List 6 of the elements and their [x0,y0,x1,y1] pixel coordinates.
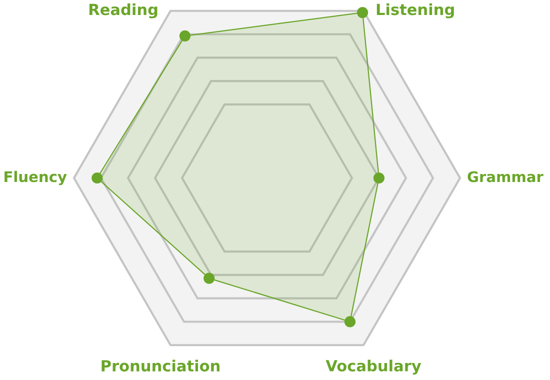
spoke-label: Reading [89,3,158,18]
spoke-label: Vocabulary [326,360,422,375]
spoke-label: Grammar [468,171,544,182]
spoke-label: Fluency [4,170,67,186]
spoke-label: Listening [376,3,454,18]
spoke-label: Pronunciation [102,360,220,372]
